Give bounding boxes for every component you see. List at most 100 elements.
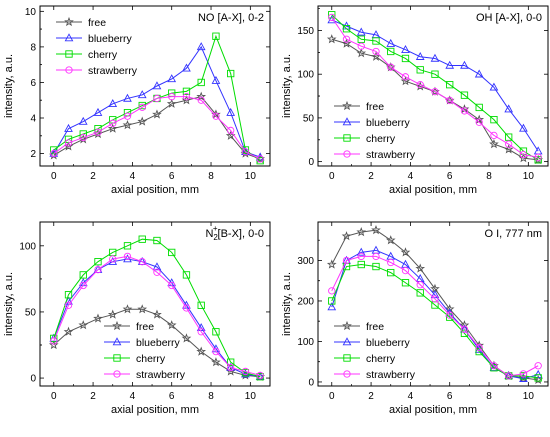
data-point-cherry <box>401 54 410 63</box>
data-point-strawberry <box>94 128 102 136</box>
data-point-cherry <box>123 242 132 250</box>
legend-marker-cherry <box>343 134 351 142</box>
series-cherry <box>50 235 264 381</box>
data-point-strawberry <box>241 367 250 376</box>
legend-marker-blueberry <box>342 117 352 126</box>
data-point-cherry <box>446 313 454 321</box>
legend-marker-free <box>64 16 74 27</box>
data-point-blueberry <box>64 123 73 132</box>
data-point-free <box>341 231 352 241</box>
series-line-strawberry <box>53 96 261 160</box>
y-tick-label: 300 <box>297 256 314 267</box>
x-tick-label: 8 <box>208 171 214 182</box>
data-point-cherry <box>342 25 351 33</box>
y-tick-label: 100 <box>297 337 314 348</box>
series-line-strawberry <box>53 255 261 376</box>
data-point-strawberry <box>387 63 395 71</box>
data-point-strawberry <box>357 252 365 261</box>
data-point-free <box>400 247 411 257</box>
legend-label-blueberry: blueberry <box>88 33 133 45</box>
legend-label-strawberry: strawberry <box>136 369 186 381</box>
series-strawberry <box>50 93 264 163</box>
data-point-blueberry <box>123 93 132 102</box>
x-tick-label: 0 <box>329 171 335 182</box>
panel-title: NO [A-X], 0-2 <box>198 12 264 24</box>
data-point-free <box>326 259 337 269</box>
data-point-strawberry <box>446 96 454 105</box>
plot-frame <box>39 221 271 387</box>
data-point-strawberry <box>342 35 351 43</box>
data-point-strawberry <box>64 139 73 147</box>
data-point-cherry <box>241 146 250 154</box>
data-point-strawberry <box>460 325 469 333</box>
data-point-blueberry <box>415 51 425 60</box>
x-tick-label: 8 <box>208 391 214 402</box>
x-tick-label: 8 <box>486 391 492 402</box>
data-point-blueberry <box>430 290 440 299</box>
legend: free blueberry cherry strawberry <box>334 100 416 161</box>
series-line-cherry <box>53 238 261 378</box>
data-point-strawberry <box>416 281 424 289</box>
data-point-strawberry <box>212 347 220 356</box>
data-point-cherry <box>64 291 73 299</box>
data-point-cherry <box>534 156 542 164</box>
data-point-strawberry <box>123 252 132 261</box>
data-point-free <box>122 304 133 314</box>
y-tick-label: 0 <box>308 157 314 168</box>
data-point-blueberry <box>108 256 118 265</box>
data-point-strawberry <box>342 256 351 265</box>
y-tick-label: 150 <box>297 26 314 37</box>
y-axis-label: intensity, a.u. <box>3 272 15 336</box>
legend: free blueberry cherry strawberry <box>334 320 416 381</box>
y-tick-label: 50 <box>303 113 315 124</box>
legend-label-strawberry: strawberry <box>366 149 416 161</box>
y-axis-label: intensity, a.u. <box>3 54 15 118</box>
data-point-cherry <box>197 78 205 87</box>
data-point-cherry <box>227 358 235 366</box>
data-point-blueberry <box>489 82 499 91</box>
data-point-strawberry <box>401 73 410 81</box>
data-point-free <box>341 38 352 48</box>
data-point-cherry <box>227 69 235 78</box>
x-tick-label: 6 <box>447 391 453 402</box>
series-line-blueberry <box>53 45 261 158</box>
y-tick-label: 100 <box>297 70 314 81</box>
x-tick-label: 4 <box>130 391 136 402</box>
data-point-cherry <box>212 32 220 40</box>
data-point-free <box>196 346 207 356</box>
data-point-strawberry <box>475 343 483 352</box>
data-point-cherry <box>153 236 161 245</box>
y-tick-label: 200 <box>297 296 314 307</box>
series-strawberry <box>50 252 264 380</box>
data-point-cherry <box>519 372 528 380</box>
panel-title-main: OH [A-X], 0-0 <box>476 12 542 24</box>
x-tick-label: 2 <box>368 171 374 182</box>
data-point-free <box>93 313 103 323</box>
x-tick-label: 10 <box>523 171 535 182</box>
data-point-strawberry <box>138 103 146 111</box>
legend-marker-blueberry <box>112 337 122 346</box>
data-point-strawberry <box>256 155 264 163</box>
data-point-strawberry <box>182 93 191 101</box>
data-point-cherry <box>431 70 439 78</box>
legend-marker-strawberry <box>113 370 121 378</box>
series-cherry <box>328 260 542 382</box>
data-point-cherry <box>79 271 87 279</box>
data-point-blueberry <box>356 247 366 256</box>
data-point-cherry <box>372 262 380 271</box>
data-point-strawberry <box>387 258 395 267</box>
x-tick-label: 4 <box>408 171 414 182</box>
panel-title: OH [A-X], 0-0 <box>476 12 542 24</box>
data-point-blueberry <box>182 63 191 72</box>
legend-label-blueberry: blueberry <box>366 117 411 129</box>
data-point-strawberry <box>475 118 483 126</box>
data-point-cherry <box>460 91 469 99</box>
plot-frame <box>317 221 549 387</box>
data-point-cherry <box>357 35 365 43</box>
data-point-cherry <box>197 301 205 309</box>
data-point-strawberry <box>372 47 380 56</box>
series-strawberry <box>328 252 542 380</box>
